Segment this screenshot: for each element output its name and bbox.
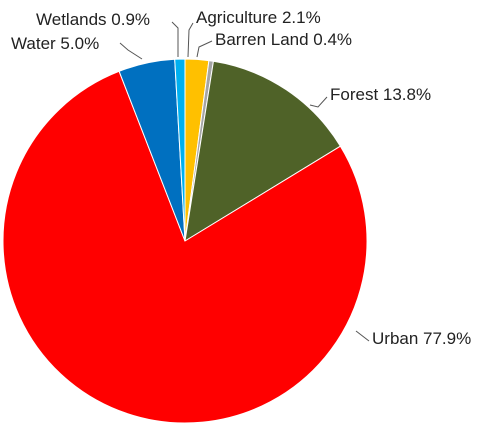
leader-line-water [119, 42, 143, 60]
slice-label-wetlands: Wetlands 0.9% [36, 10, 150, 29]
leader-line-forest [309, 96, 328, 108]
slice-labels: Agriculture 2.1% Barren Land 0.4% Forest 1… [11, 8, 471, 348]
slice-label-urban: Urban 77.9% [372, 329, 471, 348]
leader-line-urban [355, 330, 370, 342]
slice-label-forest: Forest 13.8% [330, 85, 431, 104]
leader-line-barren-land [196, 40, 213, 58]
pie-slice-forest [184, 60, 342, 242]
pie-slice-urban [2, 70, 368, 424]
slice-label-water: Water 5.0% [11, 34, 99, 53]
slice-label-agriculture: Agriculture 2.1% [196, 8, 321, 27]
pie-slice-wetlands [174, 58, 186, 242]
pie-slices [2, 58, 368, 424]
slice-label-barren-land: Barren Land 0.4% [215, 30, 352, 49]
leader-line-wetlands [171, 21, 179, 57]
leader-line-agriculture [187, 22, 194, 58]
label-leader-lines [119, 21, 370, 342]
